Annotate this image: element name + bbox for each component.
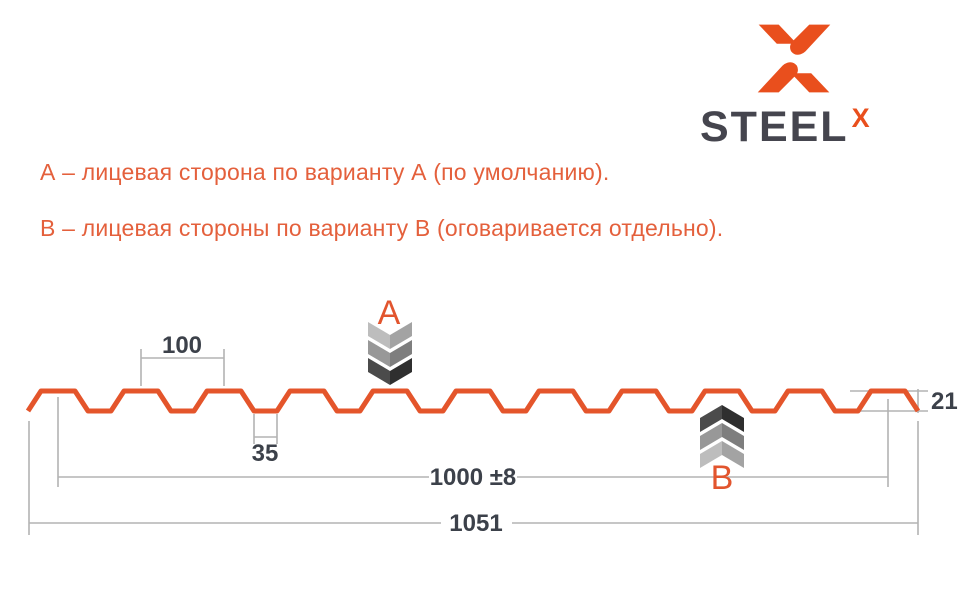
dim-21-label: 21 <box>931 388 958 415</box>
dim-1000-label: 1000 ±8 <box>430 464 517 491</box>
arrow-a-chevrons <box>368 322 412 385</box>
logo-wordmark: STEEL X <box>700 103 920 151</box>
logo-brand-text: STEEL <box>700 103 849 151</box>
logo-hook-top-right <box>790 24 831 55</box>
marker-a-label: А <box>378 294 401 332</box>
dimension-1000: 1000 ±8 <box>57 397 889 491</box>
dim-100-label: 100 <box>162 332 202 359</box>
dimension-100: 100 <box>140 332 225 386</box>
logo-arm-bottom-right <box>791 73 830 93</box>
logo-arm-top-left <box>758 24 797 44</box>
dimension-1051: 1051 <box>28 421 919 537</box>
steelx-logo-icon <box>757 24 831 93</box>
logo-sup-x: X <box>851 103 870 133</box>
note-line-b: В – лицевая стороны по варианту В (огова… <box>40 215 724 241</box>
dimension-35: 35 <box>252 414 279 467</box>
logo: STEEL X <box>700 16 920 149</box>
note-line-a: А – лицевая сторона по варианту А (по ум… <box>40 159 610 185</box>
arrow-b-chevrons <box>700 405 744 468</box>
logo-hook-bottom-left <box>757 62 798 93</box>
dim-1051-label: 1051 <box>449 510 502 537</box>
marker-b-label: В <box>711 459 734 497</box>
sheet-profile-line <box>25 388 921 414</box>
dim-35-label: 35 <box>252 440 279 467</box>
